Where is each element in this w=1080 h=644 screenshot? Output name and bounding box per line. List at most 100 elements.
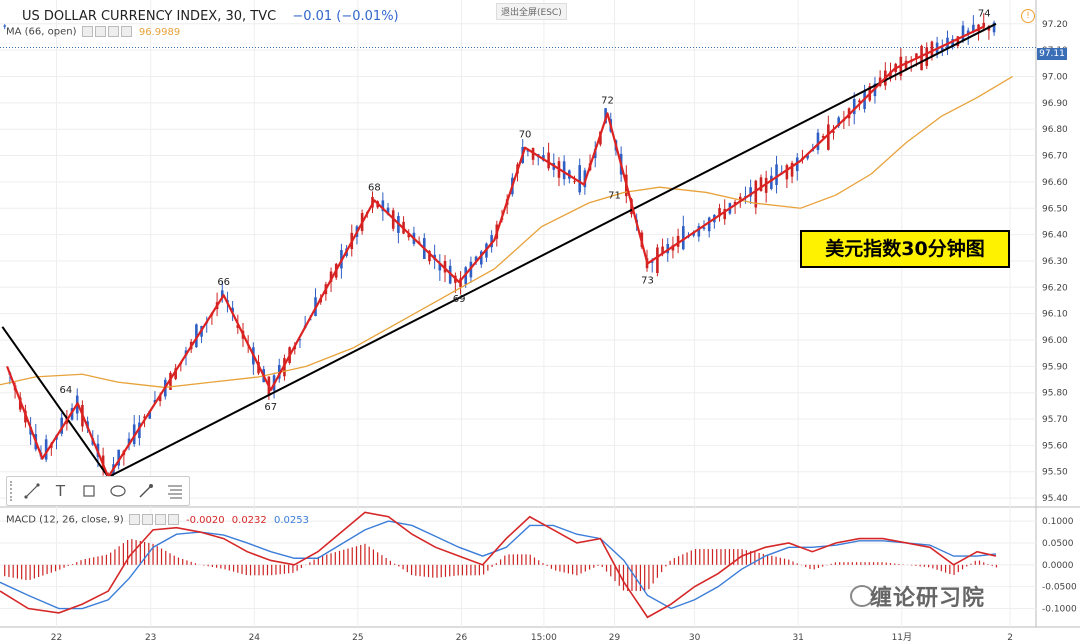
- candle-body: [702, 227, 706, 230]
- candle-body: [490, 235, 493, 248]
- candle-body: [966, 30, 970, 35]
- wave-label: 70: [519, 130, 532, 141]
- wave-path: [6, 25, 985, 479]
- line-tool-icon[interactable]: [21, 479, 44, 503]
- candle-body: [889, 71, 892, 79]
- candle-body: [661, 246, 664, 255]
- candle-body: [459, 278, 462, 288]
- candle-body: [656, 247, 659, 273]
- remove-icon[interactable]: [107, 26, 119, 37]
- price-tick-label: 95.70: [1042, 415, 1068, 425]
- candle-body: [816, 132, 820, 150]
- macd-signal-line: [0, 520, 997, 610]
- candle-body: [759, 177, 763, 192]
- candle-body: [770, 175, 773, 189]
- candle-body: [806, 154, 809, 159]
- more-icon[interactable]: [167, 514, 179, 525]
- eye-icon[interactable]: [81, 26, 93, 37]
- symbol-title[interactable]: US DOLLAR CURRENCY INDEX, 30, TVC −0.01 …: [22, 9, 399, 24]
- candle-body: [386, 207, 390, 215]
- rectangle-tool-icon[interactable]: [78, 479, 101, 503]
- price-tick-label: 96.20: [1042, 283, 1068, 293]
- candle-body: [915, 53, 918, 58]
- candle-body: [961, 25, 965, 42]
- candle-body: [707, 217, 711, 232]
- price-tick-label: 97.20: [1042, 20, 1068, 30]
- candle-body: [231, 307, 234, 313]
- wave-label: 66: [217, 277, 230, 288]
- ma-legend[interactable]: MA (66, open) 96.9989: [6, 26, 180, 38]
- price-tick-label: 96.50: [1042, 204, 1068, 214]
- candle-body: [718, 208, 721, 217]
- candle-body: [982, 22, 986, 28]
- candle-body: [904, 60, 908, 70]
- candle-body: [764, 177, 768, 193]
- wechat-icon: [850, 585, 874, 607]
- candle-body: [542, 155, 545, 161]
- remove-icon[interactable]: [154, 514, 166, 525]
- candle-body: [930, 41, 934, 58]
- candle-body: [749, 187, 752, 197]
- ma-legend-buttons[interactable]: [80, 26, 132, 38]
- price-tick-label: 96.40: [1042, 231, 1068, 241]
- eye-icon[interactable]: [128, 514, 140, 525]
- price-tick-label: 95.90: [1042, 362, 1068, 372]
- candle-body: [671, 245, 675, 251]
- macd-legend-buttons[interactable]: [127, 514, 179, 526]
- brush-tool-icon[interactable]: [135, 479, 158, 503]
- candle-body: [195, 324, 198, 348]
- candle-body: [158, 395, 162, 402]
- candle-body: [650, 261, 654, 263]
- exit-fullscreen-button[interactable]: 退出全屏(ESC): [496, 3, 567, 20]
- settings-icon[interactable]: [141, 514, 153, 525]
- macd-tick-label: 0.0500: [1042, 539, 1074, 549]
- price-tick-label: 96.00: [1042, 336, 1068, 346]
- candle-body: [858, 100, 861, 103]
- brush-glyph: [139, 484, 154, 498]
- candle-body: [832, 131, 835, 133]
- macd-label: MACD (12, 26, close, 9): [6, 514, 124, 526]
- candle-body: [474, 256, 478, 262]
- candle-body: [236, 324, 240, 328]
- candle-body: [44, 439, 48, 460]
- time-tick-label: 15:00: [531, 633, 557, 643]
- candle-body: [697, 226, 701, 237]
- time-tick-label: 2: [1007, 633, 1013, 643]
- macd-hist-value: -0.0020: [185, 514, 225, 526]
- more-icon[interactable]: [120, 26, 132, 37]
- chart-title-box: 美元指数30分钟图: [800, 230, 1010, 268]
- ellipse-tool-icon[interactable]: [106, 479, 129, 503]
- settings-icon[interactable]: [94, 26, 106, 37]
- line-glyph: [24, 483, 40, 499]
- fib-tool-icon[interactable]: [163, 479, 186, 503]
- toolbar-grip-handle[interactable]: [10, 481, 18, 501]
- warning-icon[interactable]: !: [1021, 9, 1035, 23]
- candle-body: [547, 152, 550, 169]
- candle-body: [821, 136, 825, 138]
- ma-label: MA (66, open): [6, 26, 77, 38]
- candle-body: [827, 124, 830, 150]
- macd-line-value: 0.0232: [231, 514, 267, 526]
- candle-body: [790, 162, 794, 177]
- trend-line: [107, 22, 997, 478]
- wave-label: 72: [601, 95, 614, 106]
- candle-body: [148, 410, 152, 419]
- wave-label: 71: [608, 190, 621, 201]
- rectangle-glyph: [83, 485, 95, 497]
- macd-tick-label: -0.0500: [1042, 583, 1077, 593]
- candle-body: [138, 422, 141, 439]
- text-tool-icon[interactable]: T: [55, 482, 66, 500]
- candle-body: [153, 399, 157, 403]
- macd-tick-label: 0.0000: [1042, 561, 1074, 571]
- macd-tick-label: -0.1000: [1042, 605, 1077, 615]
- candle-body: [127, 438, 131, 446]
- price-tick-label: 95.80: [1042, 389, 1068, 399]
- price-tick-label: 95.40: [1042, 494, 1068, 504]
- current-price-tag: 97.11: [1037, 48, 1067, 60]
- ellipse-glyph: [110, 485, 126, 497]
- candle-body: [681, 226, 685, 250]
- time-tick-label: 11月: [892, 632, 912, 643]
- macd-legend[interactable]: MACD (12, 26, close, 9) -0.0020 0.0232 0…: [6, 514, 309, 526]
